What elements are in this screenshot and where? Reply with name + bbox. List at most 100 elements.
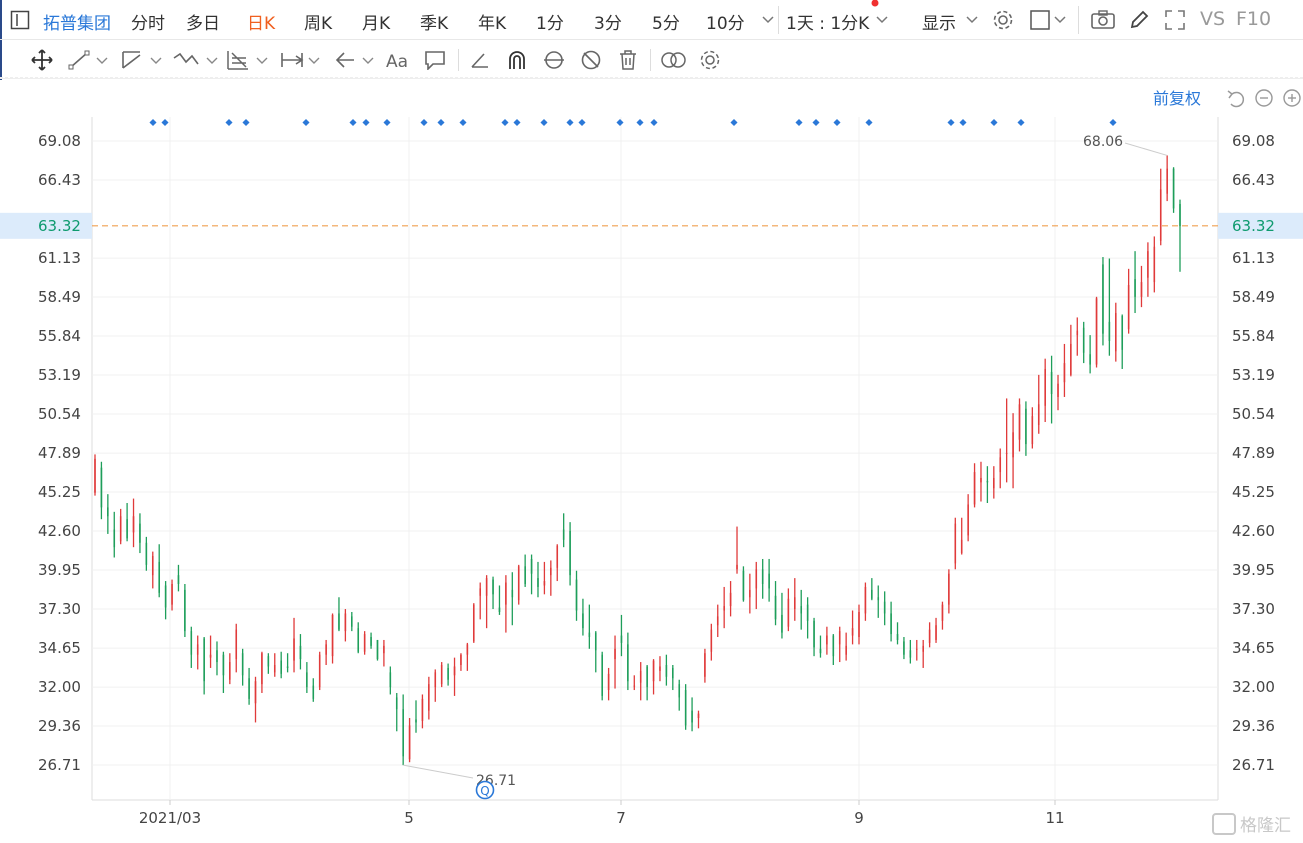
event-marker[interactable] xyxy=(865,118,873,127)
event-marker[interactable] xyxy=(349,118,357,127)
f10-button[interactable]: F10 xyxy=(1236,8,1272,30)
event-marker[interactable] xyxy=(578,118,586,127)
tab-intraday[interactable]: 分时 xyxy=(131,14,165,34)
candle-body xyxy=(1076,330,1079,336)
event-marker[interactable] xyxy=(242,118,250,127)
channel-tool-icon[interactable] xyxy=(120,49,144,71)
candle-body xyxy=(428,684,430,711)
adjust-mode-button[interactable]: 前复权 xyxy=(1153,89,1201,108)
event-marker[interactable] xyxy=(636,118,644,127)
event-marker[interactable] xyxy=(383,118,391,127)
chevron-down-icon[interactable] xyxy=(96,56,108,66)
event-marker[interactable] xyxy=(959,118,967,127)
move-icon[interactable] xyxy=(31,49,53,71)
candle-body xyxy=(665,665,668,677)
chevron-down-icon[interactable] xyxy=(308,56,320,66)
event-marker[interactable] xyxy=(362,118,370,127)
text-tool-icon[interactable]: Aa xyxy=(385,49,413,71)
event-marker[interactable] xyxy=(812,118,820,127)
candle-body xyxy=(1114,313,1117,352)
tab-3min[interactable]: 3分 xyxy=(594,14,622,34)
event-marker[interactable] xyxy=(1017,118,1025,127)
candle-body xyxy=(1057,383,1059,397)
event-marker[interactable] xyxy=(501,118,509,127)
interval-select[interactable]: 1天 : 1分K xyxy=(786,14,870,34)
event-marker[interactable] xyxy=(420,118,428,127)
event-marker[interactable] xyxy=(566,118,574,127)
event-marker[interactable] xyxy=(730,118,738,127)
measure-tool-icon[interactable] xyxy=(280,50,304,70)
vs-compare-button[interactable]: VS xyxy=(1200,8,1226,30)
sync-icon[interactable] xyxy=(542,49,566,71)
event-marker[interactable] xyxy=(161,118,169,127)
color-swatch-icon[interactable] xyxy=(1030,10,1052,30)
comment-icon[interactable] xyxy=(424,50,446,70)
chevron-down-icon[interactable] xyxy=(762,15,774,25)
y-tick-label-right: 61.13 xyxy=(1232,249,1275,267)
event-marker[interactable] xyxy=(833,118,841,127)
event-marker[interactable] xyxy=(513,118,521,127)
wave-tool-icon[interactable] xyxy=(172,48,200,72)
gear-icon[interactable] xyxy=(992,9,1014,31)
chevron-down-icon[interactable] xyxy=(150,56,162,66)
eraser-line-icon[interactable] xyxy=(470,51,490,69)
event-marker[interactable] xyxy=(302,118,310,127)
tab-10min[interactable]: 10分 xyxy=(706,14,745,34)
y-tick-label-left: 37.30 xyxy=(38,600,81,618)
kline-chart[interactable]: 69.08 66.43 63.32 61.13 58.49 55.84 53.19 50.54… xyxy=(0,80,1303,843)
chevron-down-icon[interactable] xyxy=(1054,15,1066,25)
y-tick-label-right: 29.36 xyxy=(1232,717,1275,735)
event-marker[interactable] xyxy=(990,118,998,127)
divider xyxy=(1078,6,1079,34)
zoom-out-icon[interactable] xyxy=(1255,89,1273,107)
hide-drawings-icon[interactable] xyxy=(580,49,602,71)
fullscreen-icon[interactable] xyxy=(1164,9,1186,31)
tab-yearly-k[interactable]: 年K xyxy=(478,14,507,34)
tab-quarterly-k[interactable]: 季K xyxy=(420,14,449,34)
event-marker[interactable] xyxy=(540,118,548,127)
candle-body xyxy=(312,685,315,699)
panel-toggle-icon[interactable] xyxy=(10,10,30,30)
event-marker[interactable] xyxy=(795,118,803,127)
watermark-logo: 格隆汇 xyxy=(1212,813,1291,836)
fibonacci-tool-icon[interactable] xyxy=(226,49,250,71)
tab-monthly-k[interactable]: 月K xyxy=(362,14,391,34)
display-menu[interactable]: 显示 xyxy=(922,14,956,34)
stock-name[interactable]: 拓普集团 xyxy=(43,14,111,34)
event-marker[interactable] xyxy=(650,118,658,127)
tab-1min[interactable]: 1分 xyxy=(536,14,564,34)
tab-multiday[interactable]: 多日 xyxy=(186,14,220,34)
event-marker[interactable] xyxy=(149,118,157,127)
camera-icon[interactable] xyxy=(1090,10,1116,30)
candle-body xyxy=(877,597,880,601)
tab-weekly-k[interactable]: 周K xyxy=(304,14,333,34)
event-marker[interactable] xyxy=(616,118,624,127)
chevron-down-icon[interactable] xyxy=(256,56,268,66)
event-marker[interactable] xyxy=(947,118,955,127)
candle-body xyxy=(755,569,758,589)
q-event-icon[interactable] xyxy=(475,780,495,800)
y-tick-label-left: 55.84 xyxy=(38,327,81,345)
event-marker[interactable] xyxy=(437,118,445,127)
undo-icon[interactable] xyxy=(1227,90,1245,108)
trash-icon[interactable] xyxy=(618,49,638,71)
chevron-down-icon[interactable] xyxy=(206,56,218,66)
chevron-down-icon[interactable] xyxy=(966,15,978,25)
magnet-icon[interactable] xyxy=(506,49,528,71)
event-marker[interactable] xyxy=(459,118,467,127)
chevron-down-icon[interactable] xyxy=(362,56,374,66)
candle-body xyxy=(793,597,796,610)
candle-body xyxy=(903,641,905,655)
candle-body xyxy=(993,477,995,489)
gear-icon[interactable] xyxy=(699,49,721,71)
tab-5min[interactable]: 5分 xyxy=(652,14,680,34)
chevron-down-icon[interactable] xyxy=(876,15,888,25)
tab-daily-k[interactable]: 日K xyxy=(247,14,276,34)
event-marker[interactable] xyxy=(225,118,233,127)
line-tool-icon[interactable] xyxy=(68,50,90,70)
pencil-icon[interactable] xyxy=(1128,9,1150,31)
overlay-icon[interactable] xyxy=(660,51,688,69)
x-tick-label: 9 xyxy=(854,809,864,827)
zoom-in-icon[interactable] xyxy=(1283,89,1301,107)
arrow-left-icon[interactable] xyxy=(334,50,356,70)
